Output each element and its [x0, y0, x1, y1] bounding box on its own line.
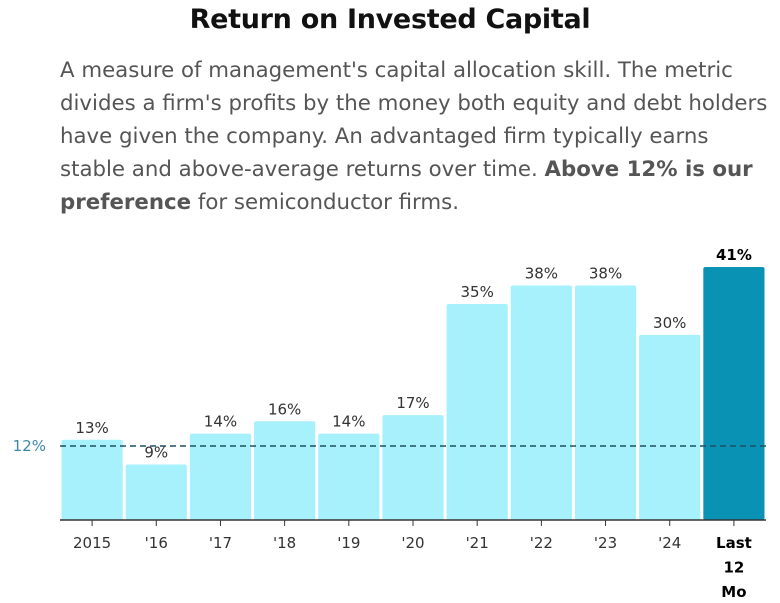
bar-5: [382, 415, 444, 520]
bar-3: [254, 421, 316, 520]
x-tick-label-0: 2015: [73, 534, 111, 552]
bar-9: [639, 334, 701, 520]
chart-description: A measure of management's capital alloca…: [60, 54, 770, 219]
chart-title: Return on Invested Capital: [189, 4, 591, 35]
description-emphasis: Above 12% is our preference: [60, 157, 753, 215]
description-tail: for semiconductor firms.: [197, 190, 460, 215]
value-label-8: 38%: [589, 265, 622, 283]
value-label-2: 14%: [204, 413, 237, 431]
x-tick-label-5: '20: [401, 534, 424, 552]
value-label-9: 30%: [653, 314, 686, 332]
value-label-3: 16%: [268, 400, 301, 418]
x-tick-label-2: '17: [209, 534, 232, 552]
value-label-4: 14%: [332, 413, 365, 431]
x-tick-label-8: '23: [594, 534, 617, 552]
bar-8: [574, 285, 637, 520]
x-tick-label-7: '22: [530, 534, 553, 552]
value-label-6: 35%: [461, 283, 494, 301]
x-tick-label-9: '24: [658, 534, 681, 552]
value-label-7: 38%: [525, 265, 558, 283]
bar-1: [125, 464, 187, 520]
description-text: A measure of management's capital alloca…: [60, 58, 768, 182]
value-label-5: 17%: [396, 394, 429, 412]
x-tick-label-6: '21: [466, 534, 489, 552]
value-label-10: 41%: [716, 246, 752, 264]
value-label-1: 9%: [144, 443, 168, 461]
bar-2: [189, 433, 252, 520]
bar-6: [446, 304, 508, 520]
bar-4: [318, 433, 380, 520]
x-tick-label-10: Last 12 Mo: [716, 534, 752, 601]
bar-10: [703, 267, 765, 520]
bar-0: [61, 439, 123, 520]
x-tick-label-1: '16: [145, 534, 168, 552]
x-tick-label-3: '18: [273, 534, 296, 552]
bar-7: [510, 285, 572, 520]
value-label-0: 13%: [75, 419, 108, 437]
reference-label: 12%: [13, 437, 46, 455]
x-tick-label-4: '19: [337, 534, 360, 552]
